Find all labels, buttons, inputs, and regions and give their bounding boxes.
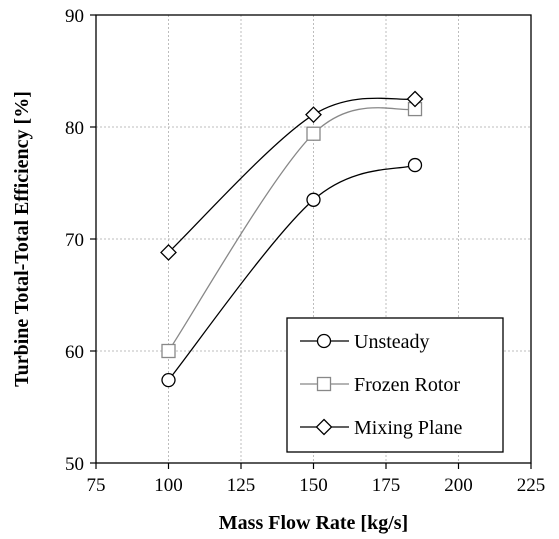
data-point-frozen-rotor xyxy=(161,343,176,359)
legend-marker-mixing-plane xyxy=(315,418,333,436)
data-point-unsteady xyxy=(161,372,176,388)
legend: Unsteady Frozen Rotor Mixing Plane xyxy=(286,317,504,453)
y-tick-label: 80 xyxy=(65,118,84,139)
x-tick-label: 150 xyxy=(299,475,328,496)
series-frozen-rotor xyxy=(161,101,423,359)
x-tick-label: 175 xyxy=(372,475,401,496)
data-point-unsteady xyxy=(407,157,423,173)
x-axis-title: Mass Flow Rate [kg/s] xyxy=(219,512,408,534)
y-tick-label: 50 xyxy=(65,454,84,475)
series-line-mixing-plane xyxy=(168,97,416,253)
series-unsteady xyxy=(161,157,423,388)
y-axis-title: Turbine Total-Total Efficiency [%] xyxy=(11,91,33,387)
legend-marker-frozen-rotor xyxy=(316,376,332,392)
x-tick-label: 200 xyxy=(444,475,473,496)
plot-area-frame xyxy=(95,14,532,464)
y-tick-label: 60 xyxy=(65,342,84,363)
tick-labels: 75 100 125 150 175 200 225 50 60 70 80 90 xyxy=(65,6,545,496)
series-line-frozen-rotor xyxy=(167,107,416,352)
y-tick-label: 90 xyxy=(65,6,84,27)
x-tick-label: 125 xyxy=(227,475,256,496)
legend-item-mixing-plane: Mixing Plane xyxy=(300,417,462,439)
legend-item-unsteady: Unsteady xyxy=(300,331,430,353)
x-tick-label: 100 xyxy=(154,475,183,496)
y-tick-label: 70 xyxy=(65,230,84,251)
data-point-mixing-plane xyxy=(160,244,177,261)
legend-label-mixing-plane: Mixing Plane xyxy=(354,417,462,439)
x-tick-label: 225 xyxy=(517,475,546,496)
series-layer xyxy=(160,90,424,388)
series-mixing-plane xyxy=(160,90,424,261)
data-point-frozen-rotor xyxy=(306,126,321,141)
data-point-mixing-plane xyxy=(305,106,322,124)
data-point-unsteady xyxy=(306,192,321,207)
legend-marker-unsteady xyxy=(316,333,332,349)
legend-label-frozen-rotor: Frozen Rotor xyxy=(354,374,460,396)
x-tick-label: 75 xyxy=(87,475,106,496)
data-point-mixing-plane xyxy=(406,90,424,108)
series-line-unsteady xyxy=(167,164,416,381)
legend-label-unsteady: Unsteady xyxy=(354,331,430,353)
legend-item-frozen-rotor: Frozen Rotor xyxy=(300,374,460,396)
